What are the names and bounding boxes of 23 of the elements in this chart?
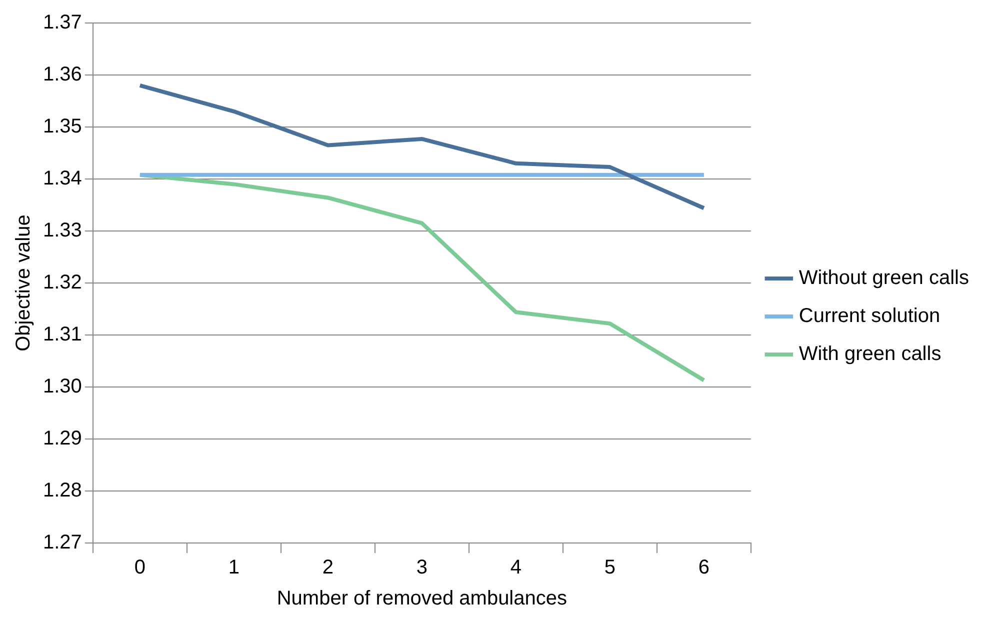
y-tick-label: 1.36 <box>42 64 82 86</box>
x-tick-label: 6 <box>698 556 710 579</box>
x-tick-label: 3 <box>416 556 428 579</box>
y-tick-label: 1.31 <box>42 324 82 346</box>
y-tick-label: 1.27 <box>42 532 82 554</box>
x-tick-label: 0 <box>134 556 146 579</box>
y-tick-label: 1.30 <box>42 376 82 398</box>
y-tick-label: 1.33 <box>42 220 82 242</box>
x-axis-title: Number of removed ambulances <box>276 588 567 610</box>
y-tick-label: 1.32 <box>42 272 82 294</box>
y-tick-label: 1.37 <box>42 12 82 34</box>
y-tick-label: 1.35 <box>42 116 82 138</box>
legend-label: Without green calls <box>798 267 969 290</box>
y-tick-label: 1.34 <box>42 168 82 190</box>
legend-label: With green calls <box>798 343 942 366</box>
legend-label: Current solution <box>798 305 940 328</box>
x-tick-label: 1 <box>228 556 240 579</box>
y-tick-label: 1.28 <box>42 480 82 502</box>
y-axis-title: Objective value <box>12 214 35 352</box>
x-tick-label: 2 <box>322 556 334 579</box>
y-tick-label: 1.29 <box>42 428 82 450</box>
x-tick-label: 4 <box>510 556 522 579</box>
x-tick-label: 5 <box>604 556 616 579</box>
